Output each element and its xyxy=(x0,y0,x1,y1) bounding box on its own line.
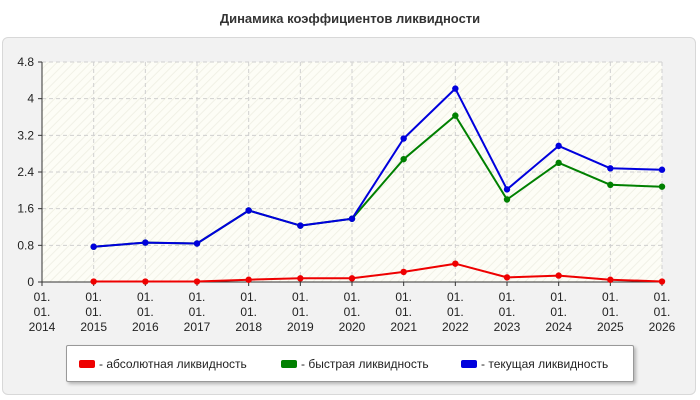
data-point-absolute xyxy=(607,276,614,283)
data-point-absolute xyxy=(348,275,356,282)
y-tick-label: 2.4 xyxy=(17,165,34,179)
x-tick-label: 01. 01. 2015 xyxy=(80,290,107,334)
legend-item-current: - текущая ликвидность xyxy=(461,356,608,372)
legend-item-quick: - быстрая ликвидность xyxy=(281,356,429,372)
chart-legend: - абсолютная ликвидность - быстрая ликви… xyxy=(66,345,634,382)
y-tick-label: 1.6 xyxy=(17,202,34,216)
y-tick-label: 0 xyxy=(27,275,34,289)
y-tick-label: 3.2 xyxy=(17,128,34,142)
x-tick-label: 01. 01. 2021 xyxy=(390,290,417,334)
y-tick-label: 4.8 xyxy=(17,55,34,69)
x-tick-label: 01. 01. 2014 xyxy=(29,290,56,334)
data-point-absolute xyxy=(297,275,304,282)
legend-label-current: - текущая ликвидность xyxy=(481,357,609,371)
chart-title: Динамика коэффициентов ликвидности xyxy=(219,11,481,26)
data-point-absolute xyxy=(245,276,252,283)
data-point-quick xyxy=(452,112,459,119)
data-point-absolute xyxy=(503,274,511,281)
data-point-current xyxy=(503,186,511,193)
y-tick-label: 0.8 xyxy=(17,238,34,252)
y-tick-label: 4 xyxy=(27,92,34,106)
data-point-absolute xyxy=(400,268,407,276)
legend-label-absolute: - абсолютная ликвидность xyxy=(99,357,247,371)
x-tick-label: 01. 01. 2016 xyxy=(132,290,159,334)
x-tick-label: 01. 01. 2020 xyxy=(339,290,366,334)
data-point-current xyxy=(555,142,562,150)
x-tick-label: 01. 01. 2018 xyxy=(235,290,262,334)
data-point-current xyxy=(400,135,407,142)
data-point-current xyxy=(658,166,666,173)
legend-swatch-quick xyxy=(281,360,297,368)
data-point-absolute xyxy=(452,260,459,267)
legend-swatch-absolute xyxy=(79,360,95,368)
x-tick-label: 01. 01. 2019 xyxy=(287,290,314,334)
data-point-current xyxy=(297,222,304,229)
legend-swatch-current xyxy=(461,360,477,368)
x-tick-label: 01. 01. 2022 xyxy=(442,290,469,334)
data-point-current xyxy=(193,240,201,247)
data-point-quick xyxy=(607,181,614,189)
data-point-quick xyxy=(503,196,511,203)
data-point-current xyxy=(90,243,97,250)
data-point-absolute xyxy=(142,278,149,285)
data-point-absolute xyxy=(658,278,666,285)
data-point-current xyxy=(607,165,614,172)
data-point-absolute xyxy=(555,272,562,279)
series-line-absolute xyxy=(93,262,663,283)
legend-item-absolute: - абсолютная ликвидность xyxy=(79,356,247,372)
x-tick-label: 01. 01. 2025 xyxy=(597,290,624,334)
data-point-absolute xyxy=(193,278,201,285)
data-point-quick xyxy=(555,159,562,167)
series-line-current xyxy=(93,87,663,248)
data-point-current xyxy=(142,239,149,246)
data-point-current xyxy=(245,207,252,214)
x-tick-label: 01. 01. 2024 xyxy=(545,290,572,334)
x-tick-label: 01. 01. 2026 xyxy=(649,290,676,334)
data-point-quick xyxy=(400,155,407,163)
data-point-current xyxy=(452,85,459,92)
data-point-quick xyxy=(658,183,666,190)
x-tick-label: 01. 01. 2023 xyxy=(494,290,521,334)
data-point-absolute xyxy=(90,278,97,285)
legend-label-quick: - быстрая ликвидность xyxy=(301,357,429,371)
data-point-current xyxy=(348,215,356,222)
x-tick-label: 01. 01. 2017 xyxy=(184,290,211,334)
